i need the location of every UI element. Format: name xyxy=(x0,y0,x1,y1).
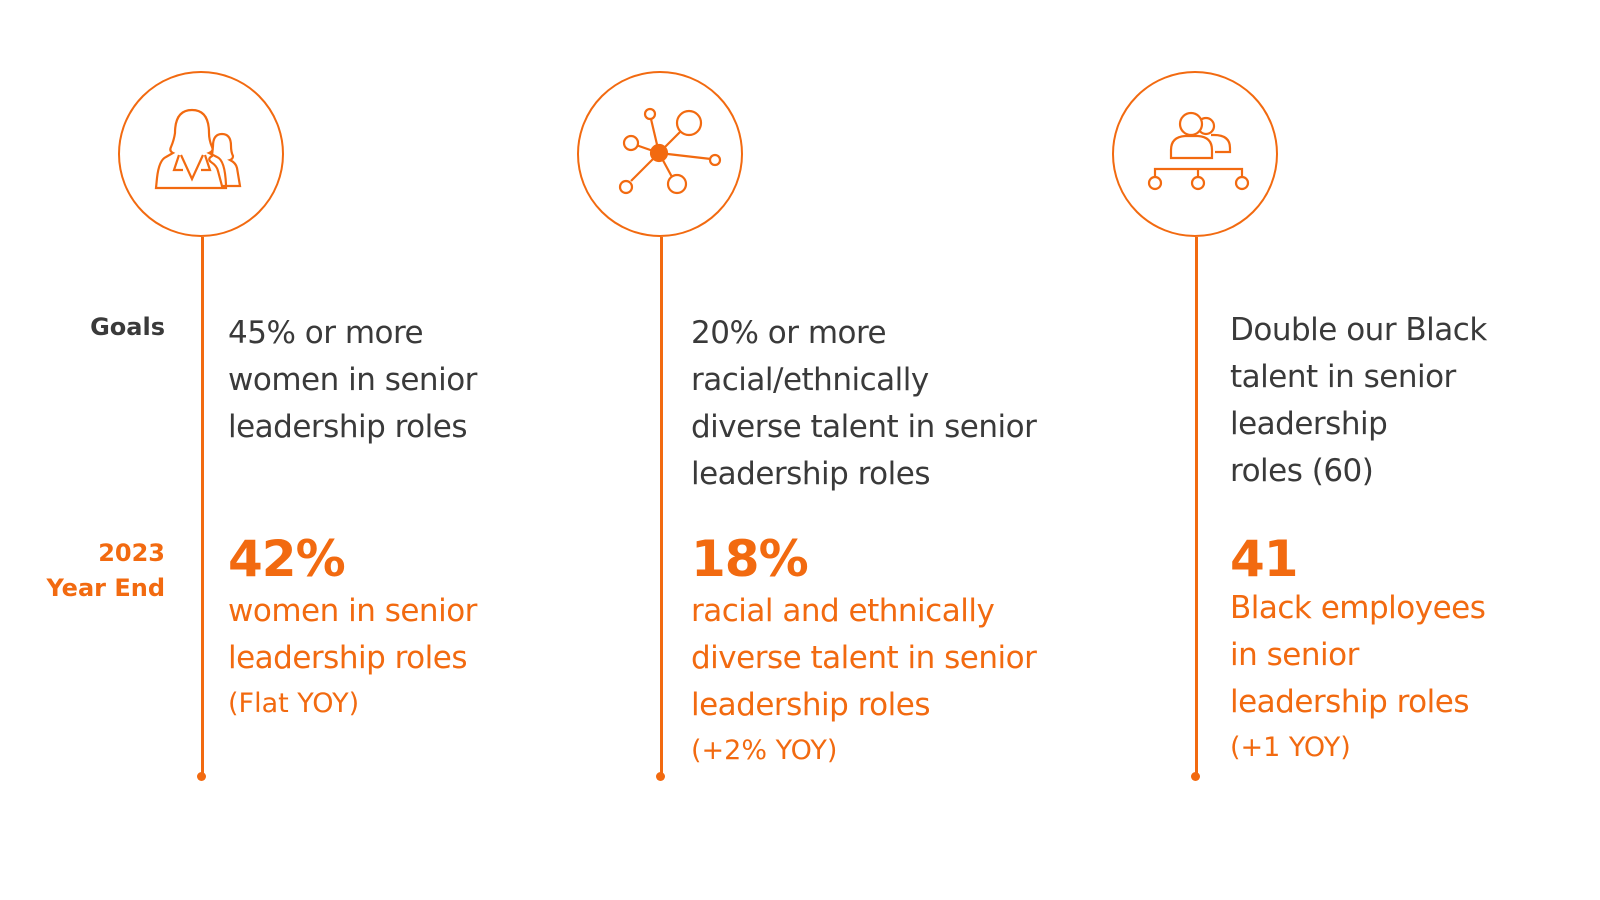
timeline-dot xyxy=(197,772,206,781)
result-desc: women in senior xyxy=(228,593,477,629)
goal-line: 20% or more xyxy=(691,315,887,351)
goal-line: leadership xyxy=(1230,406,1388,442)
goal-line: roles (60) xyxy=(1230,453,1374,489)
result: 42% women in senior leadership roles (Fl… xyxy=(228,530,477,726)
result-value: 18% xyxy=(691,530,809,588)
result-desc: diverse talent in senior xyxy=(691,640,1037,676)
goal-text: 20% or more racial/ethnically diverse ta… xyxy=(691,310,1037,498)
year-end-year: 2023 xyxy=(98,539,165,567)
goal-line: leadership roles xyxy=(228,409,467,445)
timeline-line xyxy=(660,237,663,776)
result-desc: leadership roles xyxy=(1230,684,1470,720)
result-change: (+1 YOY) xyxy=(1230,732,1351,763)
timeline-line xyxy=(1195,237,1198,776)
goal-line: racial/ethnically xyxy=(691,362,929,398)
year-end-text: Year End xyxy=(46,574,166,602)
result-desc: racial and ethnically xyxy=(691,593,995,629)
goal-line: leadership roles xyxy=(691,456,931,492)
result-desc: leadership roles xyxy=(228,640,467,676)
goal-line: Double our Black xyxy=(1230,312,1487,348)
result-desc: leadership roles xyxy=(691,687,931,723)
result-desc: in senior xyxy=(1230,637,1359,673)
result-desc: Black employees xyxy=(1230,590,1486,626)
goal-line: 45% or more xyxy=(228,315,424,351)
goal-line: diverse talent in senior xyxy=(691,409,1037,445)
result-change: (Flat YOY) xyxy=(228,688,360,719)
result-value: 42% xyxy=(228,530,346,588)
goal-line: women in senior xyxy=(228,362,477,398)
women-icon-circle xyxy=(118,71,284,237)
goal-text: Double our Black talent in senior leader… xyxy=(1230,307,1487,495)
people-hierarchy-icon xyxy=(1147,111,1250,191)
timeline-line xyxy=(201,237,204,776)
network-icon-circle xyxy=(577,71,743,237)
result: 41 Black employees in senior leadership … xyxy=(1230,530,1486,770)
result-value: 41 xyxy=(1230,530,1299,588)
result: 18% racial and ethnically diverse talent… xyxy=(691,530,1037,773)
network-icon xyxy=(618,107,722,195)
timeline-dot xyxy=(656,772,665,781)
result-change: (+2% YOY) xyxy=(691,735,838,766)
goal-line: talent in senior xyxy=(1230,359,1456,395)
goal-text: 45% or more women in senior leadership r… xyxy=(228,310,477,451)
women-icon xyxy=(154,108,242,190)
timeline-dot xyxy=(1191,772,1200,781)
row-label-goals: Goals xyxy=(90,313,165,341)
row-label-year-end: 2023 Year End xyxy=(47,536,166,606)
people-hierarchy-icon-circle xyxy=(1112,71,1278,237)
